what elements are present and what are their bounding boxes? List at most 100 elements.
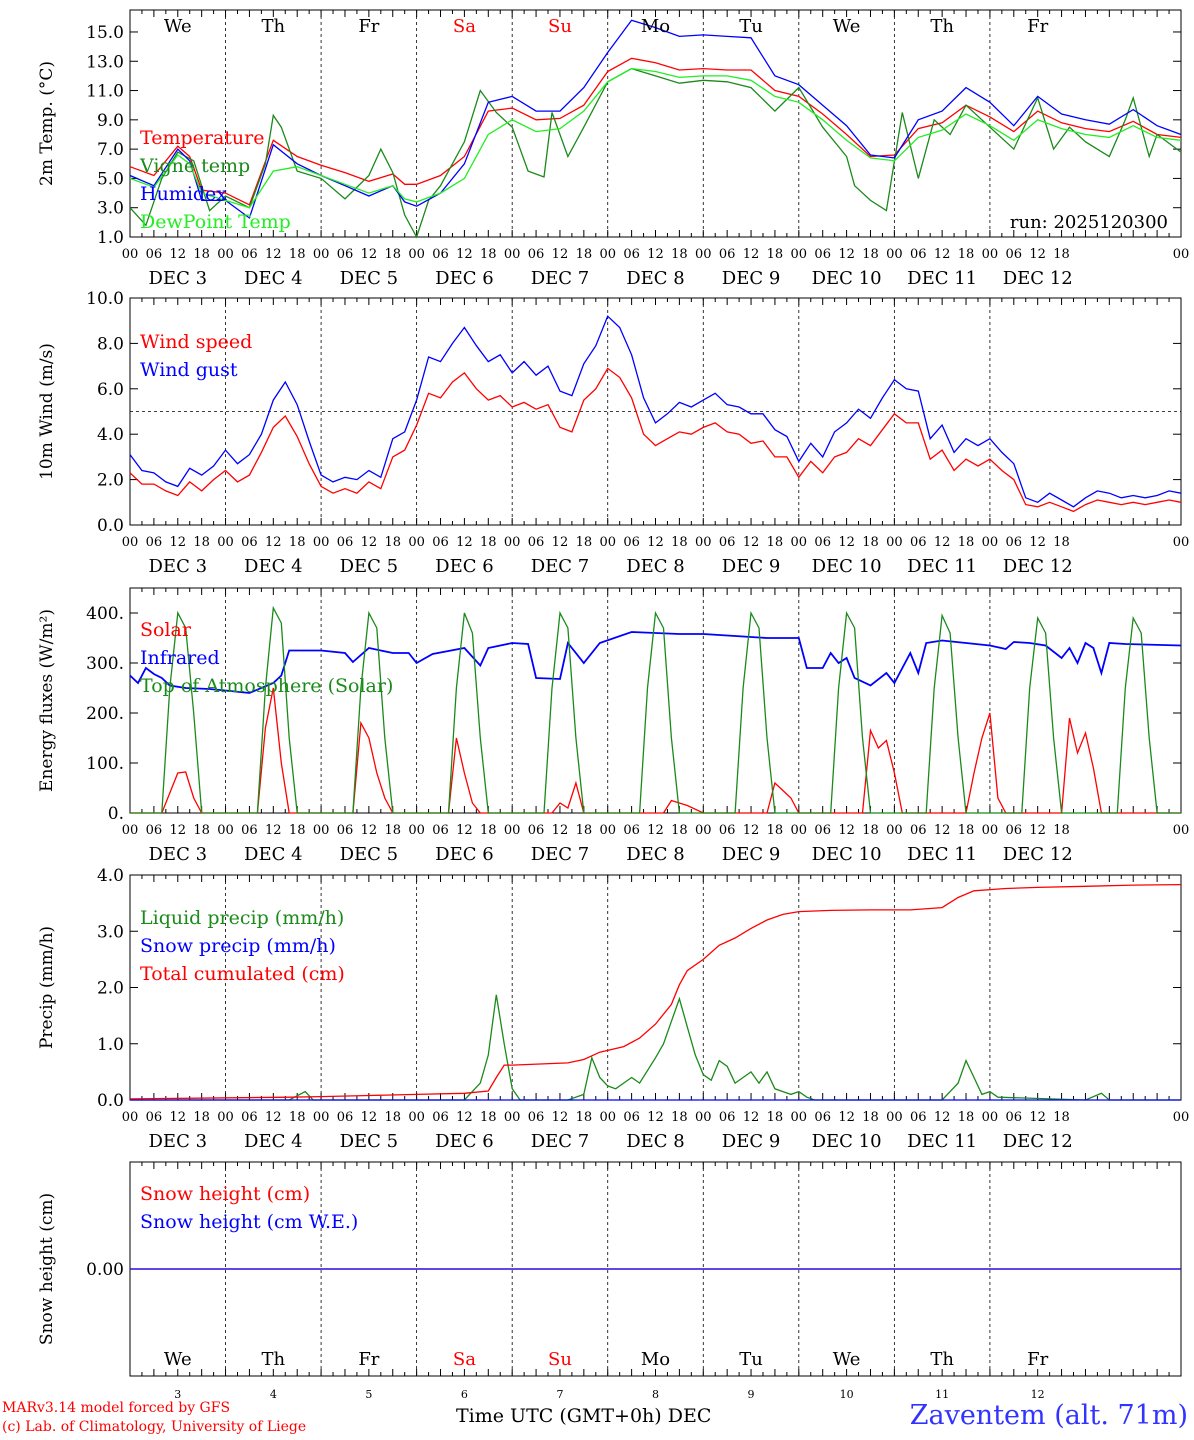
series-line [130,605,1181,814]
hour-label: 12 [1029,823,1046,838]
day-label: DEC 6 [435,1131,494,1152]
day-label: DEC 11 [907,268,977,289]
weekday-label: Su [548,16,572,37]
hour-label: 18 [671,823,688,838]
hour-label: 00 [886,247,903,262]
hour-label: 18 [193,1110,210,1125]
hour-label: 18 [193,823,210,838]
y-axis-title: 2m Temp. (°C) [37,61,57,186]
day-number-label: 7 [556,1388,563,1401]
hour-label: 12 [934,1110,951,1125]
day-label: DEC 12 [1003,844,1073,865]
hour-label: 00 [1173,1110,1190,1125]
hour-label: 18 [480,823,497,838]
weekday-label: Sa [453,16,476,37]
hour-label: 00 [408,823,425,838]
hour-label: 06 [1006,535,1023,550]
hour-label: 06 [337,535,354,550]
hour-label: 18 [193,535,210,550]
weekday-label: Fr [358,1349,379,1370]
day-label: DEC 9 [722,268,781,289]
hour-label: 06 [910,1110,927,1125]
day-label: DEC 12 [1003,268,1073,289]
y-tick-label: 1.0 [97,228,124,248]
hour-label: 12 [169,247,186,262]
day-label: DEC 9 [722,556,781,577]
day-label: DEC 3 [149,1131,208,1152]
hour-label: 00 [408,535,425,550]
hour-label: 12 [552,247,569,262]
day-label: DEC 10 [812,1131,882,1152]
hour-label: 12 [1029,247,1046,262]
weekday-label: Tu [739,1349,763,1370]
hour-label: 06 [337,1110,354,1125]
hour-label: 18 [289,535,306,550]
y-tick-label: 11.0 [86,82,124,102]
y-tick-label: 9.0 [97,111,124,131]
series-line [129,883,1182,1100]
hour-label: 06 [528,823,545,838]
hour-label: 12 [169,823,186,838]
legend-entry: Wind speed [140,331,252,353]
hour-label: 18 [289,1110,306,1125]
hour-label: 00 [504,535,521,550]
hour-label: 18 [384,823,401,838]
y-tick-label: 0.00 [86,1260,124,1280]
hour-label: 00 [886,823,903,838]
legend-entry: Wind gust [140,359,238,381]
day-label: DEC 7 [531,844,590,865]
series-line [129,315,1182,508]
hour-label: 18 [862,823,879,838]
hour-label: 12 [838,247,855,262]
legend-entry: Top of Atmosphere (Solar) [140,675,393,697]
hour-label: 12 [265,1110,282,1125]
hour-label: 18 [289,247,306,262]
hour-label: 18 [1053,535,1070,550]
y-tick-label: 200. [86,704,124,724]
y-tick-label: 2.0 [97,979,124,999]
hour-label: 00 [695,247,712,262]
hour-label: 12 [647,247,664,262]
y-axis-title: Snow height (cm) [37,1193,57,1345]
day-label: DEC 3 [149,556,208,577]
hour-label: 06 [241,823,258,838]
hour-label: 06 [910,535,927,550]
hour-label: 12 [743,823,760,838]
hour-label: 06 [719,1110,736,1125]
y-tick-label: 13.0 [86,52,124,72]
hour-label: 18 [193,247,210,262]
series-line [129,631,1182,694]
day-label: DEC 3 [149,268,208,289]
hour-label: 18 [289,823,306,838]
day-label: DEC 10 [812,556,882,577]
hour-label: 12 [265,247,282,262]
y-tick-label: 3.0 [97,922,124,942]
hour-label: 12 [838,1110,855,1125]
day-label: DEC 3 [149,844,208,865]
hour-label: 12 [743,1110,760,1125]
weekday-label: Th [262,16,286,37]
hour-label: 12 [456,535,473,550]
hour-label: 00 [122,823,139,838]
legend-entry: Humidex [140,183,227,205]
hour-label: 12 [838,535,855,550]
hour-label: 00 [313,1110,330,1125]
day-number-label: 4 [270,1388,277,1401]
legend-entry: Temperature [140,127,264,149]
hour-label: 06 [814,823,831,838]
hour-label: 06 [1006,823,1023,838]
weekday-label: Fr [1027,1349,1048,1370]
series-line [129,19,1182,220]
day-label: DEC 8 [626,556,685,577]
weekday-label: We [164,1349,192,1370]
hour-label: 06 [432,247,449,262]
hour-label: 00 [122,535,139,550]
day-number-label: 11 [935,1388,949,1401]
hour-label: 18 [767,823,784,838]
hour-label: 12 [552,535,569,550]
day-label: DEC 4 [244,1131,303,1152]
legend-entry: Snow height (cm) [140,1183,310,1205]
day-label: DEC 6 [435,268,494,289]
hour-label: 12 [1029,1110,1046,1125]
